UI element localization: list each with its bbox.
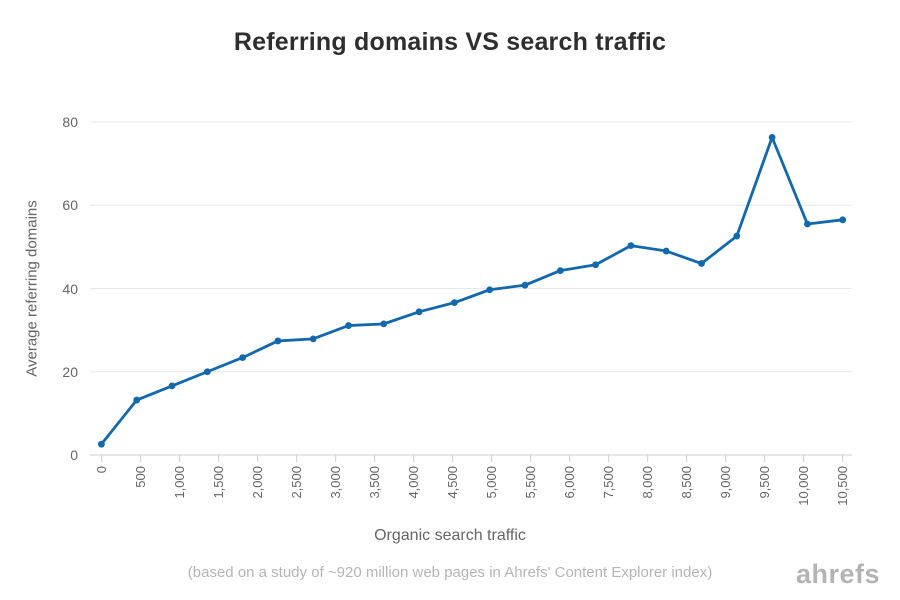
data-point-marker — [627, 242, 635, 250]
x-tick-label-text: 5,000 — [483, 466, 499, 499]
data-point-marker — [768, 134, 776, 141]
data-point-marker — [451, 299, 458, 307]
data-point-marker — [133, 396, 141, 404]
x-tick-label-text: 3,000 — [327, 466, 343, 499]
data-point-marker — [98, 440, 105, 448]
ahrefs-logo: ahrefs — [795, 559, 880, 589]
data-point-marker — [486, 286, 494, 294]
data-point-marker — [345, 322, 352, 329]
x-tick-label-text: 8,500 — [678, 466, 694, 499]
x-tick-label-text: 9,000 — [717, 466, 733, 499]
x-tick-label-text: 6,000 — [561, 466, 577, 499]
x-tick-label-text: 4,000 — [405, 466, 421, 499]
data-point-marker — [556, 267, 564, 275]
x-tick-label-text: 1,500 — [210, 466, 226, 499]
data-point-marker — [662, 247, 670, 255]
data-point-marker — [380, 320, 388, 328]
x-tick-label-text: 10,000 — [795, 466, 811, 506]
data-point-marker — [239, 354, 247, 361]
data-point-marker — [203, 368, 211, 376]
data-point-marker — [274, 337, 282, 345]
data-point-marker — [592, 261, 599, 269]
y-tick-label: 20 — [62, 363, 78, 380]
x-tick-label-text: 8,000 — [639, 466, 655, 499]
series-line — [100, 136, 845, 446]
data-point-marker — [415, 308, 423, 316]
y-tick-label: 80 — [62, 114, 78, 130]
data-point-marker — [168, 382, 176, 390]
data-point-marker — [309, 335, 317, 343]
x-tick-label-text: 2,000 — [249, 466, 265, 499]
x-tick-label-text: 2,500 — [288, 466, 304, 499]
data-point-marker — [698, 260, 705, 267]
x-tick-label-text: 4,500 — [444, 466, 460, 499]
data-point-marker — [521, 281, 529, 289]
data-point-marker — [839, 216, 847, 224]
x-tick-label-text: 7,500 — [600, 466, 616, 499]
x-tick-label-text: 10,500 — [834, 466, 850, 506]
x-tick-label-text: 500 — [132, 466, 148, 488]
y-tick-label: 0 — [70, 447, 78, 463]
y-tick-label: 60 — [62, 197, 78, 214]
x-tick-label-text: 9,500 — [756, 466, 772, 499]
x-tick-label-text: 5,500 — [522, 466, 538, 499]
footnote: (based on a study of ~920 million web pa… — [187, 564, 713, 581]
data-point-marker — [733, 232, 741, 240]
x-tick-label-text: 3,500 — [366, 466, 382, 499]
x-tick-label-text: 1,000 — [171, 466, 187, 499]
y-tick-label: 40 — [62, 280, 78, 297]
chart-title: Referring domains VS search traffic — [233, 28, 667, 56]
x-tick-label-text: 0 — [93, 466, 109, 474]
x-axis-title: Organic search traffic — [374, 527, 526, 544]
data-point-marker — [804, 220, 811, 228]
